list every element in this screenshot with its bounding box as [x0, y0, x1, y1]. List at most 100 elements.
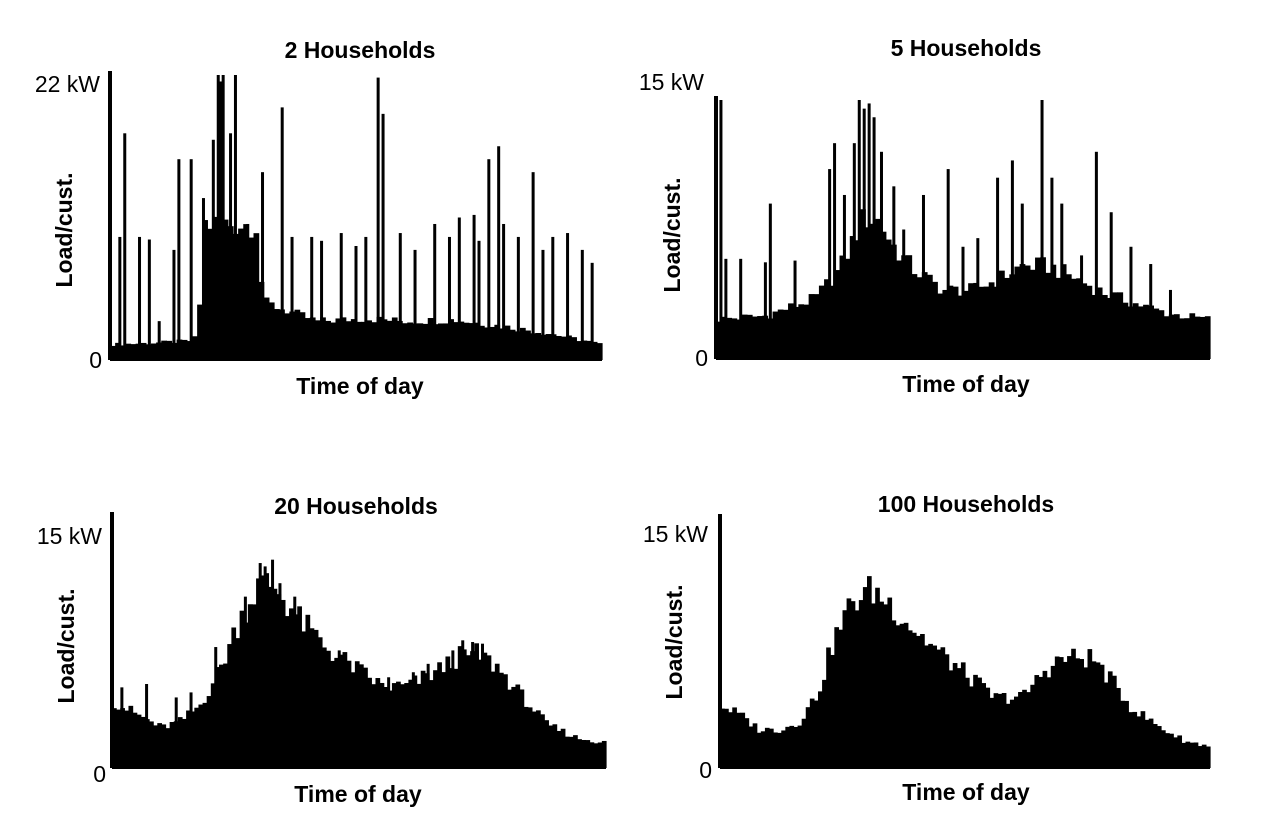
load-bar: [805, 707, 811, 768]
load-bar: [726, 317, 733, 359]
load-bar: [1086, 285, 1093, 359]
load-bar: [896, 260, 902, 359]
load-bar: [400, 684, 405, 768]
load-bar: [1189, 313, 1196, 359]
load-bar: [386, 320, 393, 360]
load-bar: [504, 325, 511, 360]
load-spike: [457, 217, 461, 360]
chart-title: 20 Households: [274, 493, 438, 519]
load-bar: [1194, 316, 1201, 359]
load-bar: [1063, 661, 1068, 768]
load-spike: [271, 559, 275, 768]
load-spike: [862, 108, 866, 359]
load-bar: [161, 340, 167, 360]
load-spike: [472, 214, 476, 360]
load-bar: [564, 736, 570, 768]
load-bar: [498, 672, 504, 768]
load-spike: [216, 75, 220, 360]
load-bar: [1143, 304, 1149, 359]
load-bar: [253, 233, 260, 360]
load-spike: [426, 663, 430, 768]
load-bar: [809, 698, 815, 768]
load-bar: [932, 281, 938, 359]
load-spike: [1080, 255, 1084, 359]
load-bar: [1163, 316, 1170, 359]
load-bar: [356, 321, 362, 360]
load-bar: [149, 721, 154, 768]
load-spike: [263, 566, 267, 768]
load-bar: [407, 322, 413, 360]
load-bar: [490, 671, 496, 768]
load-bar: [313, 629, 319, 768]
load-bar: [854, 610, 860, 768]
load-bar: [479, 325, 485, 360]
load-bar: [862, 587, 868, 768]
load-spike: [892, 186, 896, 359]
load-bar: [325, 320, 331, 360]
load-bar: [1046, 677, 1052, 768]
load-bar: [801, 718, 807, 768]
load-bar: [983, 286, 990, 359]
load-bar: [359, 664, 364, 768]
y-max-label: 15 kW: [37, 523, 102, 549]
load-bar: [515, 684, 521, 768]
x-axis-label: Time of day: [296, 373, 424, 399]
load-bar: [960, 662, 966, 768]
load-bar: [1184, 318, 1191, 359]
load-spike: [354, 246, 358, 360]
load-bar: [597, 742, 603, 768]
load-spike: [145, 684, 149, 768]
load-bar: [445, 656, 451, 768]
load-bar: [977, 677, 982, 768]
load-bar: [140, 342, 147, 360]
load-bar: [1199, 316, 1206, 359]
load-spike: [246, 223, 250, 360]
load-bar: [375, 678, 381, 768]
load-spike: [946, 169, 950, 359]
load-bar: [601, 740, 607, 768]
load-bar: [238, 228, 244, 360]
load-bar: [936, 649, 942, 768]
load-bar: [519, 689, 525, 768]
load-bar: [330, 660, 335, 768]
load-bar: [788, 303, 794, 359]
load-spike: [451, 650, 455, 768]
load-bar: [760, 731, 766, 768]
load-spike: [566, 233, 570, 360]
load-bar: [1035, 257, 1041, 359]
load-bar: [999, 270, 1005, 359]
load-spike: [280, 107, 284, 360]
load-bar: [997, 693, 1003, 768]
load-spike: [461, 640, 465, 768]
load-spike: [763, 262, 767, 359]
load-spike: [157, 321, 161, 360]
load-bar: [545, 334, 552, 360]
load-bar: [422, 323, 429, 360]
load-spikes: [118, 75, 594, 361]
load-bar: [740, 712, 746, 768]
load-bar: [1132, 303, 1139, 359]
load-bar: [212, 216, 219, 360]
load-bar: [813, 294, 820, 359]
load-spike: [1129, 246, 1133, 359]
load-bar: [443, 323, 449, 360]
chart-2-households: 2 Households 22 kW 0 Load/cust. Time of …: [35, 37, 603, 399]
y-max-label: 22 kW: [35, 71, 100, 97]
load-bar: [571, 337, 577, 360]
y-min-label: 0: [695, 345, 708, 371]
load-bar: [858, 600, 864, 768]
load-bar: [830, 654, 835, 768]
load-bar: [1034, 675, 1040, 768]
load-bar: [728, 712, 733, 768]
load-spike: [867, 103, 871, 359]
load-bar: [573, 735, 578, 768]
load-bar: [165, 728, 171, 768]
load-bar: [1018, 692, 1023, 768]
load-spike: [1050, 177, 1054, 359]
load-bar: [1091, 661, 1097, 768]
load-bar: [130, 344, 137, 360]
load-bar: [503, 674, 508, 768]
load-bar: [468, 323, 475, 360]
load-bar: [577, 739, 582, 768]
load-bar: [222, 219, 229, 360]
